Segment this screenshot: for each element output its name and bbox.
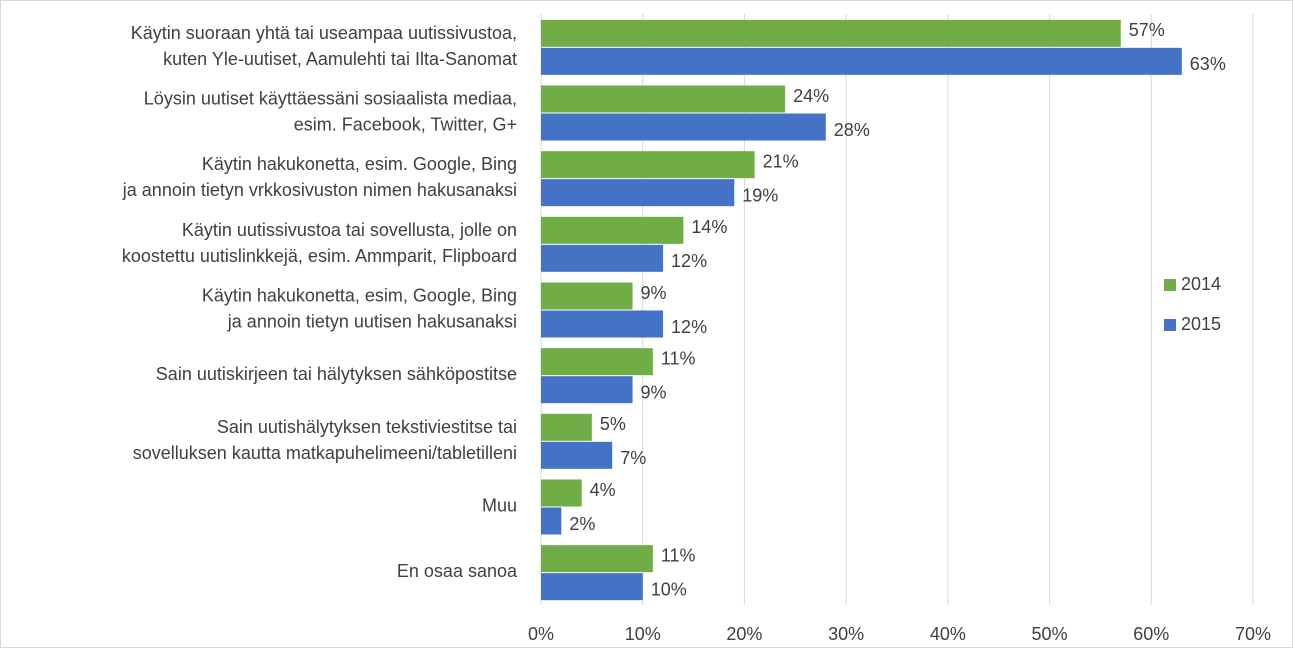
- bar: [541, 507, 562, 535]
- bar: [541, 244, 664, 272]
- value-label: 2%: [569, 514, 595, 534]
- x-tick-label: 40%: [930, 624, 966, 644]
- y-tick-label: Löysin uutiset käyttäessäni sosiaalista …: [144, 88, 517, 134]
- y-tick-label: Sain uutiskirjeen tai hälytyksen sähköpo…: [156, 364, 517, 384]
- bar: [541, 47, 1182, 75]
- bar: [541, 19, 1121, 47]
- value-label: 4%: [590, 480, 616, 500]
- value-label: 28%: [834, 120, 870, 140]
- x-tick-label: 0%: [528, 624, 554, 644]
- bar: [541, 441, 613, 469]
- y-tick-label: Muu: [482, 495, 517, 515]
- value-label: 10%: [651, 579, 687, 599]
- x-tick-label: 20%: [726, 624, 762, 644]
- value-label: 14%: [691, 217, 727, 237]
- y-tick-label: En osaa sanoa: [397, 561, 518, 581]
- legend-swatch: [1164, 279, 1176, 291]
- bar: [541, 113, 826, 141]
- bar: [541, 545, 653, 573]
- y-tick-label: Käytin uutissivustoa tai sovellusta, jol…: [122, 220, 517, 266]
- bar: [541, 216, 684, 244]
- legend-label: 2015: [1181, 314, 1221, 334]
- bar: [541, 151, 755, 179]
- y-tick-label: Käytin suoraan yhtä tai useampaa uutissi…: [131, 23, 517, 69]
- bar: [541, 310, 664, 338]
- bar: [541, 479, 582, 507]
- x-tick-label: 30%: [828, 624, 864, 644]
- bar: [541, 85, 786, 113]
- bar: [541, 376, 633, 404]
- value-label: 57%: [1129, 20, 1165, 40]
- y-tick-label: Käytin hakukonetta, esim, Google, Bing ja…: [202, 285, 517, 331]
- value-label: 5%: [600, 414, 626, 434]
- bar: [541, 282, 633, 310]
- value-label: 21%: [763, 151, 799, 171]
- y-tick-label: Sain uutishälytyksen tekstiviestitse tai…: [133, 417, 517, 463]
- legend-swatch: [1164, 319, 1176, 331]
- value-label: 63%: [1190, 54, 1226, 74]
- bar: [541, 413, 592, 441]
- legend-label: 2014: [1181, 274, 1221, 294]
- value-label: 12%: [671, 317, 707, 337]
- value-label: 7%: [620, 448, 646, 468]
- value-label: 11%: [661, 348, 696, 368]
- value-label: 12%: [671, 251, 707, 271]
- y-tick-label: Käytin hakukonetta, esim. Google, Bing ja…: [122, 154, 517, 200]
- bar: [541, 179, 735, 207]
- value-label: 11%: [661, 545, 696, 565]
- x-tick-label: 50%: [1032, 624, 1068, 644]
- value-label: 9%: [641, 382, 667, 402]
- bar: [541, 573, 643, 601]
- x-tick-label: 60%: [1133, 624, 1169, 644]
- value-label: 24%: [793, 86, 829, 106]
- x-tick-label: 10%: [625, 624, 661, 644]
- x-tick-label: 70%: [1235, 624, 1271, 644]
- value-label: 19%: [742, 185, 778, 205]
- bar: [541, 348, 653, 376]
- value-label: 9%: [641, 283, 667, 303]
